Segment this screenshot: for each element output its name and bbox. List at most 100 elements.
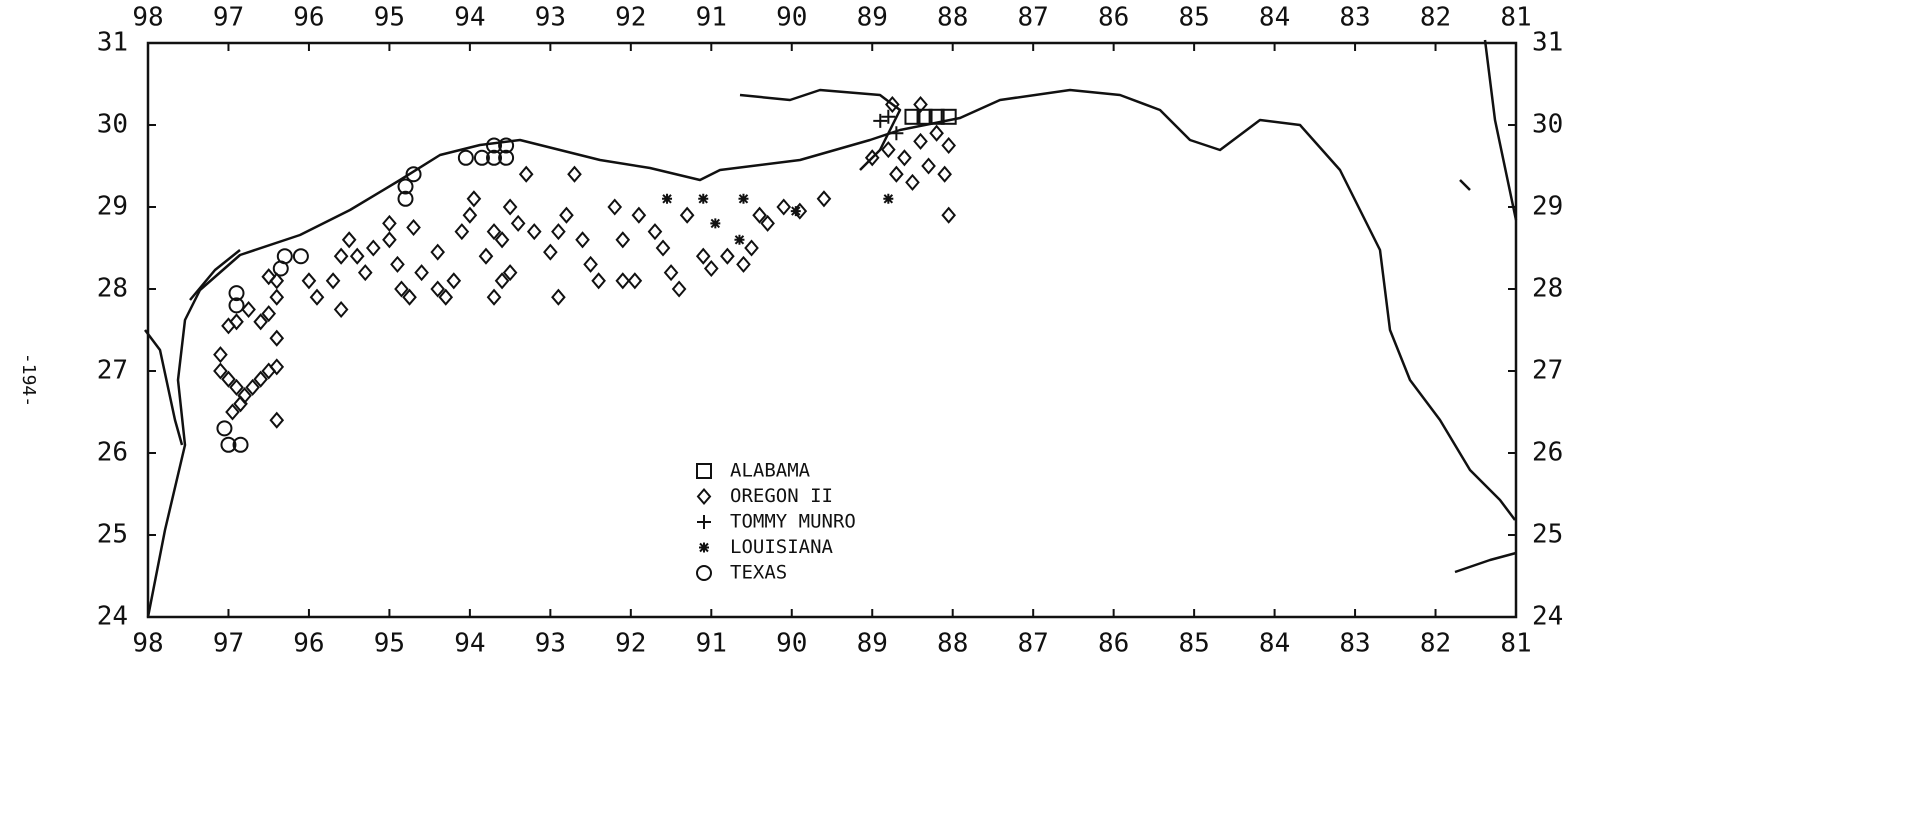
station-marker [462, 206, 478, 224]
station-marker [382, 214, 397, 232]
station-marker [406, 218, 421, 237]
x-tick-label-top: 90 [776, 3, 807, 33]
station-marker [736, 255, 751, 273]
station-marker [734, 234, 745, 245]
x-tick-label-bottom: 88 [937, 629, 968, 659]
station-marker [551, 288, 566, 306]
station-marker [941, 136, 956, 155]
station-marker [559, 206, 574, 224]
y-tick-label-left: 27 [97, 356, 128, 386]
station-marker [583, 255, 598, 273]
station-marker [241, 300, 256, 319]
station-marker [510, 214, 526, 232]
station-marker [301, 272, 317, 290]
station-marker [261, 305, 277, 323]
station-marker [615, 272, 631, 290]
station-marker [229, 313, 244, 331]
station-marker [776, 198, 792, 216]
y-tick-label-right: 24 [1532, 602, 1563, 632]
station-marker [663, 264, 679, 282]
y-tick-label-right: 28 [1532, 274, 1563, 304]
station-marker [647, 223, 663, 241]
y-tick-label-left: 31 [97, 28, 128, 58]
y-tick-label-right: 30 [1532, 110, 1563, 140]
x-tick-label-top: 82 [1420, 3, 1451, 33]
station-marker [929, 124, 944, 142]
station-marker [928, 108, 945, 125]
station-marker [881, 141, 896, 159]
x-tick-label-top: 88 [937, 3, 968, 33]
station-marker [703, 259, 719, 278]
legend-marker [696, 463, 712, 479]
station-marker [885, 95, 900, 114]
x-tick-label-top: 86 [1098, 3, 1129, 33]
x-tick-label-top: 96 [293, 3, 324, 33]
station-marker [229, 378, 244, 396]
station-marker [941, 206, 956, 224]
station-marker [575, 231, 590, 249]
x-tick-label-bottom: 93 [535, 629, 566, 659]
x-tick-label-bottom: 95 [374, 629, 405, 659]
station-marker [897, 149, 912, 167]
x-tick-label-bottom: 81 [1500, 629, 1531, 659]
x-tick-label-top: 83 [1339, 3, 1370, 33]
station-marker [402, 288, 417, 306]
station-marker [486, 137, 503, 154]
legend-label: OREGON II [730, 485, 833, 507]
x-tick-label-top: 93 [535, 3, 566, 33]
station-marker [261, 268, 277, 286]
x-tick-label-bottom: 87 [1018, 629, 1049, 659]
station-marker [349, 247, 365, 265]
station-marker [883, 193, 894, 204]
legend-marker [696, 565, 712, 581]
legend-label: LOUISIANA [730, 536, 834, 558]
frame [146, 41, 1518, 619]
station-marker [752, 206, 767, 224]
station-marker [473, 149, 490, 166]
x-tick-label-top: 92 [615, 3, 646, 33]
station-marker [526, 223, 542, 241]
station-marker [662, 193, 673, 204]
x-tick-label-bottom: 98 [132, 629, 163, 659]
coastline-inner [144, 88, 1471, 446]
x-tick-label-top: 98 [132, 3, 163, 33]
x-tick-label-bottom: 84 [1259, 629, 1290, 659]
x-tick-label-top: 87 [1018, 3, 1049, 33]
legend-label: TEXAS [730, 562, 787, 584]
x-tick-label-bottom: 92 [615, 629, 646, 659]
station-marker [220, 436, 237, 453]
station-marker [790, 206, 801, 217]
coastline [146, 88, 1516, 618]
legend-marker [699, 542, 709, 553]
x-tick-label-bottom: 96 [293, 629, 324, 659]
station-marker [430, 280, 446, 298]
station-marker [454, 223, 470, 241]
station-marker [940, 108, 957, 125]
legend-marker [697, 515, 711, 529]
station-marker [744, 239, 759, 257]
station-marker [486, 288, 502, 306]
x-tick-label-bottom: 83 [1339, 629, 1370, 659]
station-marker [631, 206, 647, 224]
station-marker [221, 317, 236, 335]
x-tick-label-bottom: 97 [213, 629, 244, 659]
station-marker [904, 108, 921, 125]
station-marker [916, 108, 933, 125]
station-marker [873, 113, 888, 128]
station-marker [905, 173, 920, 191]
station-marker [695, 247, 711, 265]
station-marker [655, 239, 671, 257]
station-marker [253, 370, 268, 388]
station-marker [498, 149, 515, 166]
station-marker [216, 420, 233, 437]
station-marker [225, 403, 240, 421]
station-marker [498, 137, 515, 154]
station-marker [591, 272, 606, 290]
station-marker [397, 178, 414, 195]
station-marker [710, 218, 721, 229]
station-marker [269, 288, 285, 306]
station-marker [325, 272, 341, 290]
x-tick-label-bottom: 85 [1178, 629, 1209, 659]
station-marker [466, 190, 482, 208]
